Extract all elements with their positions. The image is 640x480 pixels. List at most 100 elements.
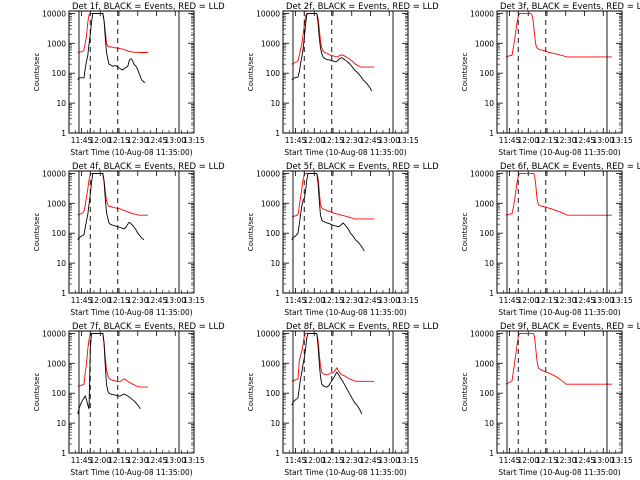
y-axis-label: Counts/sec: [247, 53, 255, 92]
lld-series-line: [505, 172, 612, 216]
y-tick-label: 1000: [47, 39, 66, 48]
x-tick-label: 11:45: [285, 136, 307, 145]
lld-series-line: [77, 172, 148, 216]
y-tick-label: 10: [484, 99, 494, 108]
lld-series-line: [77, 12, 148, 53]
x-tick-label: 12:00: [517, 136, 539, 145]
lld-series-line: [505, 12, 612, 58]
panel-det-8: Det 8f, BLACK = Events, RED = LLD Counts/…: [247, 322, 439, 477]
y-tick-label: 1000: [47, 199, 66, 208]
x-tick-label: 12:15: [322, 456, 344, 465]
y-tick-label: 10000: [42, 329, 66, 338]
x-tick-label: 12:15: [108, 296, 130, 305]
x-tick-label: 13:00: [592, 456, 614, 465]
y-tick-label: 100: [266, 229, 281, 238]
lld-series-line: [291, 172, 375, 220]
y-tick-label: 1: [489, 289, 494, 298]
y-tick-label: 1: [275, 289, 280, 298]
lld-series-line: [77, 332, 148, 388]
x-axis-label: Start Time (10-Aug-08 11:35:00): [498, 148, 620, 157]
x-tick-label: 12:00: [517, 296, 539, 305]
y-tick-label: 10: [56, 99, 66, 108]
x-tick-label: 12:45: [574, 136, 596, 145]
x-axis-label: Start Time (10-Aug-08 11:35:00): [284, 308, 406, 317]
y-axis-label: Counts/sec: [247, 213, 255, 252]
plot-frame: [496, 170, 623, 294]
x-tick-label: 12:30: [127, 136, 149, 145]
x-tick-label: 13:00: [164, 296, 186, 305]
x-tick-label: 11:45: [499, 136, 521, 145]
y-tick-label: 10000: [42, 9, 66, 18]
x-tick-label: 12:30: [555, 136, 577, 145]
x-axis-label: Start Time (10-Aug-08 11:35:00): [284, 148, 406, 157]
panel-title: Det 2f, BLACK = Events, RED = LLD: [286, 2, 439, 12]
x-tick-label: 13:15: [611, 136, 633, 145]
y-tick-label: 10000: [256, 9, 280, 18]
plot-frame: [282, 170, 409, 294]
y-axis-label: Counts/sec: [461, 213, 469, 252]
events-series-line: [77, 172, 145, 241]
y-tick-label: 100: [480, 69, 495, 78]
x-tick-label: 13:15: [183, 136, 205, 145]
panel-det-9: Det 9f, BLACK = Events, RED = LLD Counts/…: [461, 322, 640, 477]
x-tick-label: 12:00: [303, 136, 325, 145]
y-axis-label: Counts/sec: [33, 53, 41, 92]
x-tick-label: 12:45: [360, 136, 382, 145]
panel-title: Det 9f, BLACK = Events, RED = LLD: [500, 322, 640, 332]
y-tick-label: 10000: [42, 169, 66, 178]
x-tick-label: 12:15: [536, 136, 558, 145]
y-tick-label: 100: [480, 229, 495, 238]
y-tick-label: 1: [275, 129, 280, 138]
y-tick-label: 10: [484, 259, 494, 268]
x-tick-label: 12:45: [574, 456, 596, 465]
x-tick-label: 13:15: [397, 136, 419, 145]
y-tick-label: 10: [56, 259, 66, 268]
y-tick-label: 1000: [261, 39, 280, 48]
plot-frame: [282, 330, 409, 454]
y-tick-label: 1000: [475, 39, 494, 48]
lld-series-line: [291, 332, 375, 382]
x-tick-label: 12:15: [322, 296, 344, 305]
y-tick-label: 10: [270, 99, 280, 108]
y-axis-label: Counts/sec: [33, 213, 41, 252]
plot-frame: [68, 170, 195, 294]
y-tick-label: 1: [489, 129, 494, 138]
y-tick-label: 100: [52, 389, 67, 398]
x-tick-label: 12:15: [322, 136, 344, 145]
x-tick-label: 13:00: [592, 296, 614, 305]
x-tick-label: 11:45: [71, 296, 93, 305]
events-series-line: [77, 12, 146, 83]
x-tick-label: 12:15: [536, 296, 558, 305]
x-axis-label: Start Time (10-Aug-08 11:35:00): [498, 468, 620, 477]
y-tick-label: 1000: [261, 199, 280, 208]
x-tick-label: 12:30: [127, 296, 149, 305]
x-tick-label: 13:15: [611, 296, 633, 305]
x-tick-label: 12:30: [127, 456, 149, 465]
y-tick-label: 100: [266, 389, 281, 398]
panel-det-4: Det 4f, BLACK = Events, RED = LLD Counts/…: [33, 162, 225, 317]
x-tick-label: 11:45: [499, 296, 521, 305]
x-tick-label: 13:00: [378, 136, 400, 145]
panel-title: Det 6f, BLACK = Events, RED = LLD: [500, 162, 640, 172]
y-tick-label: 1: [61, 449, 66, 458]
x-tick-label: 12:30: [341, 456, 363, 465]
x-tick-label: 12:00: [89, 456, 111, 465]
y-axis-label: Counts/sec: [461, 373, 469, 412]
y-tick-label: 1000: [47, 359, 66, 368]
x-tick-label: 13:15: [183, 296, 205, 305]
plot-frame: [496, 10, 623, 134]
x-tick-label: 12:45: [146, 136, 168, 145]
y-tick-label: 10000: [256, 329, 280, 338]
x-tick-label: 12:45: [146, 456, 168, 465]
x-tick-label: 13:15: [183, 456, 205, 465]
events-series-line: [77, 332, 141, 415]
y-tick-label: 10: [484, 419, 494, 428]
y-tick-label: 10000: [470, 329, 494, 338]
plot-frame: [496, 330, 623, 454]
y-tick-label: 1000: [475, 359, 494, 368]
y-tick-label: 100: [52, 69, 67, 78]
y-tick-label: 1000: [261, 359, 280, 368]
x-tick-label: 12:45: [574, 296, 596, 305]
y-tick-label: 100: [480, 389, 495, 398]
x-tick-label: 12:00: [517, 456, 539, 465]
